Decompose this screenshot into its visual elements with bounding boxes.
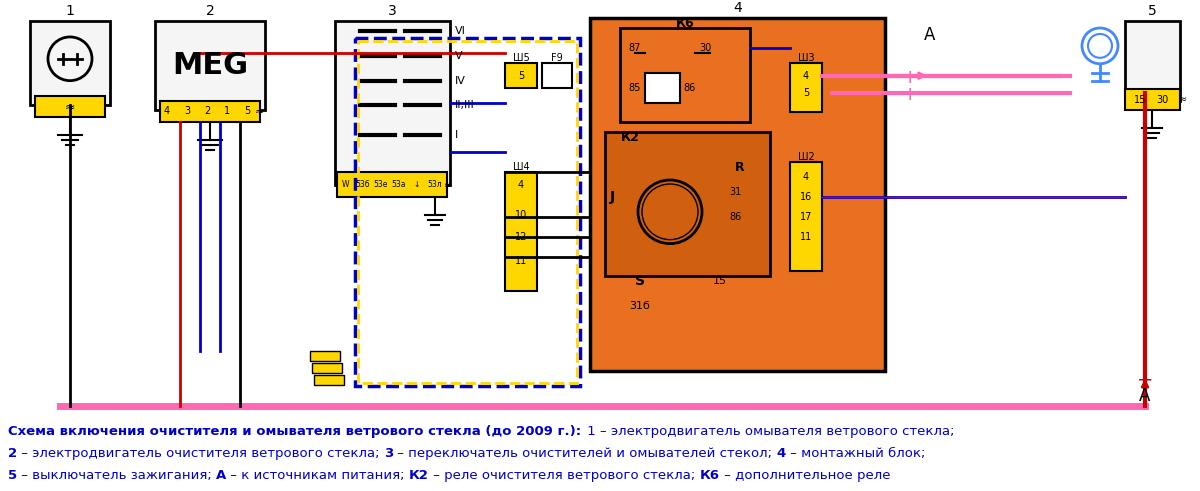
Text: К6: К6 — [700, 469, 720, 482]
Text: VI: VI — [455, 26, 466, 36]
Text: ≈: ≈ — [65, 101, 76, 114]
Text: 11: 11 — [800, 232, 812, 242]
Text: 15: 15 — [713, 276, 727, 286]
Text: 1: 1 — [66, 4, 74, 18]
Text: 53e: 53e — [374, 181, 388, 190]
Text: 10: 10 — [515, 210, 527, 220]
Text: V: V — [455, 51, 463, 61]
Text: 87: 87 — [629, 43, 641, 53]
Text: A: A — [1139, 386, 1151, 405]
Text: 1 – электродвигатель омывателя ветрового стекла;: 1 – электродвигатель омывателя ветрового… — [583, 425, 954, 438]
Bar — [590, 18, 886, 371]
Text: ≈: ≈ — [256, 107, 265, 116]
Text: 4: 4 — [733, 1, 743, 15]
Text: 30: 30 — [698, 43, 712, 53]
Text: К6: К6 — [676, 17, 695, 29]
Text: A: A — [924, 26, 936, 44]
Text: 16: 16 — [800, 192, 812, 202]
Text: 86: 86 — [728, 212, 742, 222]
Text: – монтажный блок;: – монтажный блок; — [786, 447, 925, 460]
Bar — [155, 21, 265, 110]
Text: – выключатель зажигания;: – выключатель зажигания; — [17, 469, 216, 482]
Text: 5: 5 — [803, 87, 809, 98]
Text: 4: 4 — [776, 447, 786, 460]
Text: 5: 5 — [8, 469, 17, 482]
Text: 5: 5 — [244, 107, 250, 116]
Text: 1: 1 — [224, 107, 230, 116]
Text: 4: 4 — [803, 172, 809, 182]
Text: Ш5: Ш5 — [512, 53, 529, 63]
Text: 4: 4 — [518, 180, 524, 190]
Bar — [310, 351, 340, 361]
Text: 2: 2 — [8, 447, 17, 460]
Text: – дополнительное реле: – дополнительное реле — [720, 469, 890, 482]
Text: – электродвигатель очистителя ветрового стекла;: – электродвигатель очистителя ветрового … — [17, 447, 384, 460]
Bar — [35, 96, 106, 117]
Bar — [620, 28, 750, 122]
Text: – реле очистителя ветрового стекла;: – реле очистителя ветрового стекла; — [430, 469, 700, 482]
Text: 4: 4 — [803, 71, 809, 81]
Text: ≈: ≈ — [444, 180, 452, 190]
Bar — [30, 21, 110, 106]
Bar — [646, 73, 680, 103]
Bar — [790, 162, 822, 272]
Bar — [505, 63, 538, 87]
Text: +: + — [901, 68, 918, 87]
Text: R: R — [736, 161, 745, 174]
Bar — [1126, 88, 1180, 110]
Text: IV: IV — [455, 76, 466, 85]
Text: 5: 5 — [518, 71, 524, 81]
Text: 12: 12 — [515, 232, 527, 242]
Text: 86: 86 — [684, 82, 696, 93]
Text: F9: F9 — [551, 53, 563, 63]
Bar — [790, 63, 822, 112]
Text: – к источникам питания;: – к источникам питания; — [227, 469, 409, 482]
Bar — [605, 132, 770, 276]
Text: К2: К2 — [620, 131, 640, 144]
Text: 53а: 53а — [391, 181, 407, 190]
Text: II,III: II,III — [455, 101, 475, 110]
Text: Ш4: Ш4 — [512, 162, 529, 172]
Bar — [505, 172, 538, 291]
Text: 30: 30 — [1156, 95, 1168, 105]
Text: Ш3: Ш3 — [798, 53, 815, 63]
Text: 85: 85 — [629, 82, 641, 93]
Text: Схема включения очистителя и омывателя ветрового стекла (до 2009 г.):: Схема включения очистителя и омывателя в… — [8, 425, 581, 438]
Text: Ш2: Ш2 — [798, 152, 815, 162]
Bar — [314, 375, 344, 384]
Text: А: А — [216, 469, 227, 482]
Text: 11: 11 — [515, 256, 527, 267]
Bar — [312, 363, 342, 373]
Text: К2: К2 — [409, 469, 430, 482]
Text: 3: 3 — [184, 107, 190, 116]
Bar — [160, 101, 260, 122]
Text: 17: 17 — [800, 212, 812, 222]
Text: W: W — [341, 181, 349, 190]
Bar — [1126, 21, 1180, 101]
Text: 5: 5 — [1147, 4, 1157, 18]
Bar — [542, 63, 572, 87]
Text: 3: 3 — [384, 447, 394, 460]
Text: 2: 2 — [205, 4, 215, 18]
Text: 4: 4 — [164, 107, 170, 116]
Text: 15: 15 — [1134, 95, 1146, 105]
Text: 31: 31 — [728, 187, 742, 197]
Text: 3: 3 — [388, 4, 396, 18]
Text: S: S — [635, 274, 646, 288]
Bar — [335, 21, 450, 185]
Text: I: I — [455, 130, 458, 140]
Text: MEG: MEG — [172, 51, 248, 80]
Text: ↓: ↓ — [414, 181, 420, 190]
Text: 31б: 31б — [630, 301, 650, 311]
Text: +: + — [1136, 371, 1153, 390]
Text: J: J — [610, 190, 614, 204]
Text: 53л: 53л — [427, 181, 443, 190]
Text: 2: 2 — [204, 107, 210, 116]
Text: ≈: ≈ — [1178, 95, 1187, 105]
Text: +: + — [901, 85, 918, 104]
Text: 53б: 53б — [355, 181, 371, 190]
Text: – переключатель очистителей и омывателей стекол;: – переключатель очистителей и омывателей… — [394, 447, 776, 460]
Bar — [337, 172, 446, 197]
